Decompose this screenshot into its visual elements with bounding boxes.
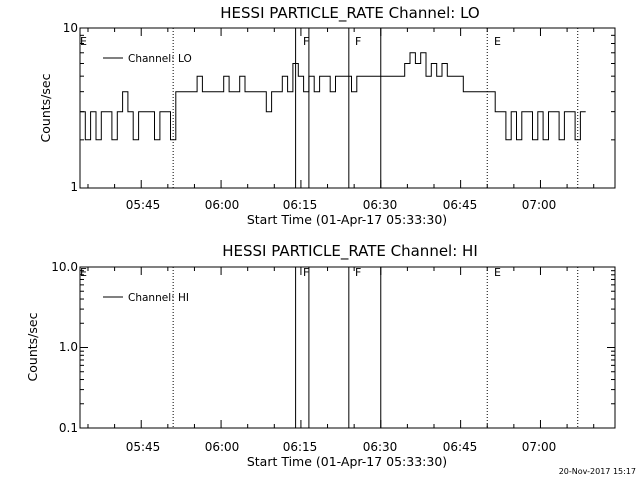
hi-x-tick-label-0545: 05:45 [126,440,161,454]
lo-x-tick-label-0700: 07:00 [522,198,557,212]
lo-legend-label: Channel: LO [128,53,192,65]
hi-x-tick-label-0645: 06:45 [443,440,478,454]
lo-x-tick-label-0630: 06:30 [363,198,398,212]
hi-x-axis-label: Start Time (01-Apr-17 05:33:30) [247,454,447,469]
lo-series-line-0 [80,52,586,141]
lo-plot-frame [79,27,616,189]
lo-chart-title: HESSI PARTICLE_RATE Channel: LO [220,4,479,23]
lo-x-axis-label: Start Time (01-Apr-17 05:33:30) [247,212,447,227]
lo-y-axis-label: Counts/sec [38,73,53,142]
lo-marker-label-e-end: E [494,35,501,48]
lo-channel-panel: HESSI PARTICLE_RATE Channel: LO Counts/s… [38,4,616,227]
hi-x-tick-label-0600: 06:00 [205,440,240,454]
hi-y-tick-label-0-1: 0.1 [59,421,78,435]
generation-timestamp: 20-Nov-2017 15:17 [559,467,636,476]
hi-x-tick-label-0700: 07:00 [522,440,557,454]
lo-y-tick-label-10: 10 [63,21,78,35]
hi-y-tick-label-10: 10.0 [51,260,78,274]
hi-x-tick-label-0630: 06:30 [363,440,398,454]
hi-channel-panel: HESSI PARTICLE_RATE Channel: HI Counts/s… [25,242,616,469]
lo-x-tick-label-0645: 06:45 [443,198,478,212]
lo-marker-label-f-2: F [355,35,361,48]
hi-x-tick-label-0615: 06:15 [283,440,318,454]
hi-marker-label-e-start: E [80,266,87,279]
lo-y-tick-label-1: 1 [70,180,78,194]
hi-y-axis-label: Counts/sec [25,312,40,381]
hi-legend-label: Channel: HI [128,292,189,304]
hi-marker-label-e-end: E [494,266,501,279]
hi-y-tick-label-1: 1.0 [59,340,78,354]
lo-marker-label-e-start: E [80,35,87,48]
lo-marker-label-f-1: F [303,35,309,48]
lo-x-tick-label-0545: 05:45 [126,198,161,212]
hi-marker-label-f-1: F [303,266,309,279]
hi-marker-label-f-2: F [355,266,361,279]
lo-x-tick-label-0615: 06:15 [283,198,318,212]
hi-chart-title: HESSI PARTICLE_RATE Channel: HI [222,242,478,261]
lo-x-tick-label-0600: 06:00 [205,198,240,212]
